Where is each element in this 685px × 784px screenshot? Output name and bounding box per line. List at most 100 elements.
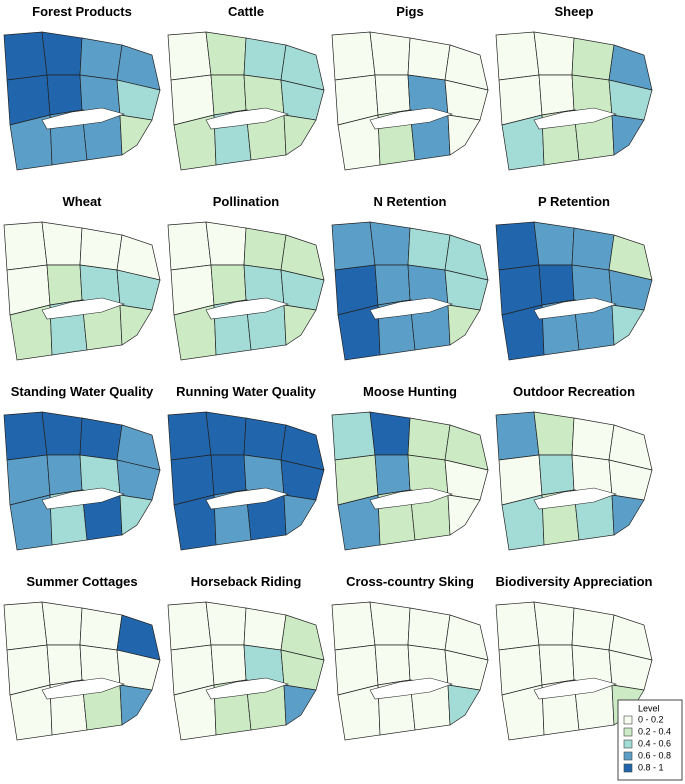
region [447, 494, 481, 536]
map [167, 411, 325, 551]
region [495, 221, 540, 271]
region [611, 114, 645, 156]
lake [533, 297, 617, 320]
region [533, 221, 575, 266]
region [210, 454, 247, 496]
region [41, 221, 83, 266]
region [205, 411, 247, 456]
lake [533, 677, 617, 700]
map [331, 31, 489, 171]
region [210, 264, 247, 306]
region [369, 411, 411, 456]
lake [369, 297, 453, 320]
map-title: Pollination [213, 194, 280, 209]
region [374, 74, 411, 116]
map [3, 221, 161, 361]
region [331, 411, 376, 461]
region [167, 411, 212, 461]
map-title: Cattle [228, 4, 264, 19]
region [571, 417, 615, 461]
region [571, 227, 615, 271]
region [407, 607, 451, 651]
map [331, 411, 489, 551]
region [571, 37, 615, 81]
region [243, 37, 287, 81]
region [167, 31, 212, 81]
region [374, 644, 411, 686]
region [119, 494, 153, 536]
region [243, 417, 287, 461]
map [495, 31, 653, 171]
map [495, 601, 653, 741]
region [3, 601, 48, 651]
region [407, 227, 451, 271]
region [374, 454, 411, 496]
region [46, 454, 83, 496]
map-title: Horseback Riding [191, 574, 302, 589]
map [167, 31, 325, 171]
region [79, 227, 123, 271]
region [3, 411, 48, 461]
region [611, 494, 645, 536]
region [495, 31, 540, 81]
legend-swatch [623, 715, 633, 725]
map-title: Cross-country Sking [346, 574, 474, 589]
map [167, 601, 325, 741]
legend-swatch [623, 727, 633, 737]
region [283, 114, 317, 156]
map-title: Outdoor Recreation [513, 384, 635, 399]
region [167, 601, 212, 651]
map-title: Running Water Quality [176, 384, 316, 399]
map [167, 221, 325, 361]
legend-label: 0.2 - 0.4 [638, 726, 671, 736]
region [447, 114, 481, 156]
map [331, 221, 489, 361]
region [495, 411, 540, 461]
region [374, 264, 411, 306]
region [611, 304, 645, 346]
map-title: Standing Water Quality [11, 384, 154, 399]
region [369, 221, 411, 266]
legend-swatch [623, 739, 633, 749]
region [283, 304, 317, 346]
region [538, 454, 575, 496]
map [3, 411, 161, 551]
region [3, 31, 48, 81]
region [571, 607, 615, 651]
region [210, 74, 247, 116]
map-title: Forest Products [32, 4, 132, 19]
region [331, 221, 376, 271]
region [119, 684, 153, 726]
region [369, 31, 411, 76]
region [407, 37, 451, 81]
map-title: N Retention [374, 194, 447, 209]
lake [369, 487, 453, 510]
map-title: Moose Hunting [363, 384, 457, 399]
map-title: Summer Cottages [26, 574, 137, 589]
lake [41, 677, 125, 700]
region [495, 601, 540, 651]
region [447, 304, 481, 346]
region [3, 221, 48, 271]
region [369, 601, 411, 646]
region [79, 607, 123, 651]
map-title: Sheep [554, 4, 593, 19]
region [205, 221, 247, 266]
region [243, 607, 287, 651]
map [3, 601, 161, 741]
region [538, 74, 575, 116]
region [46, 644, 83, 686]
region [533, 411, 575, 456]
region [79, 417, 123, 461]
region [243, 227, 287, 271]
lake [533, 487, 617, 510]
legend-label: 0.6 - 0.8 [638, 750, 671, 760]
lake [41, 297, 125, 320]
map-title: Biodiversity Appreciation [496, 574, 653, 589]
region [41, 31, 83, 76]
region [167, 221, 212, 271]
legend-title: Level [638, 703, 660, 713]
region [533, 31, 575, 76]
